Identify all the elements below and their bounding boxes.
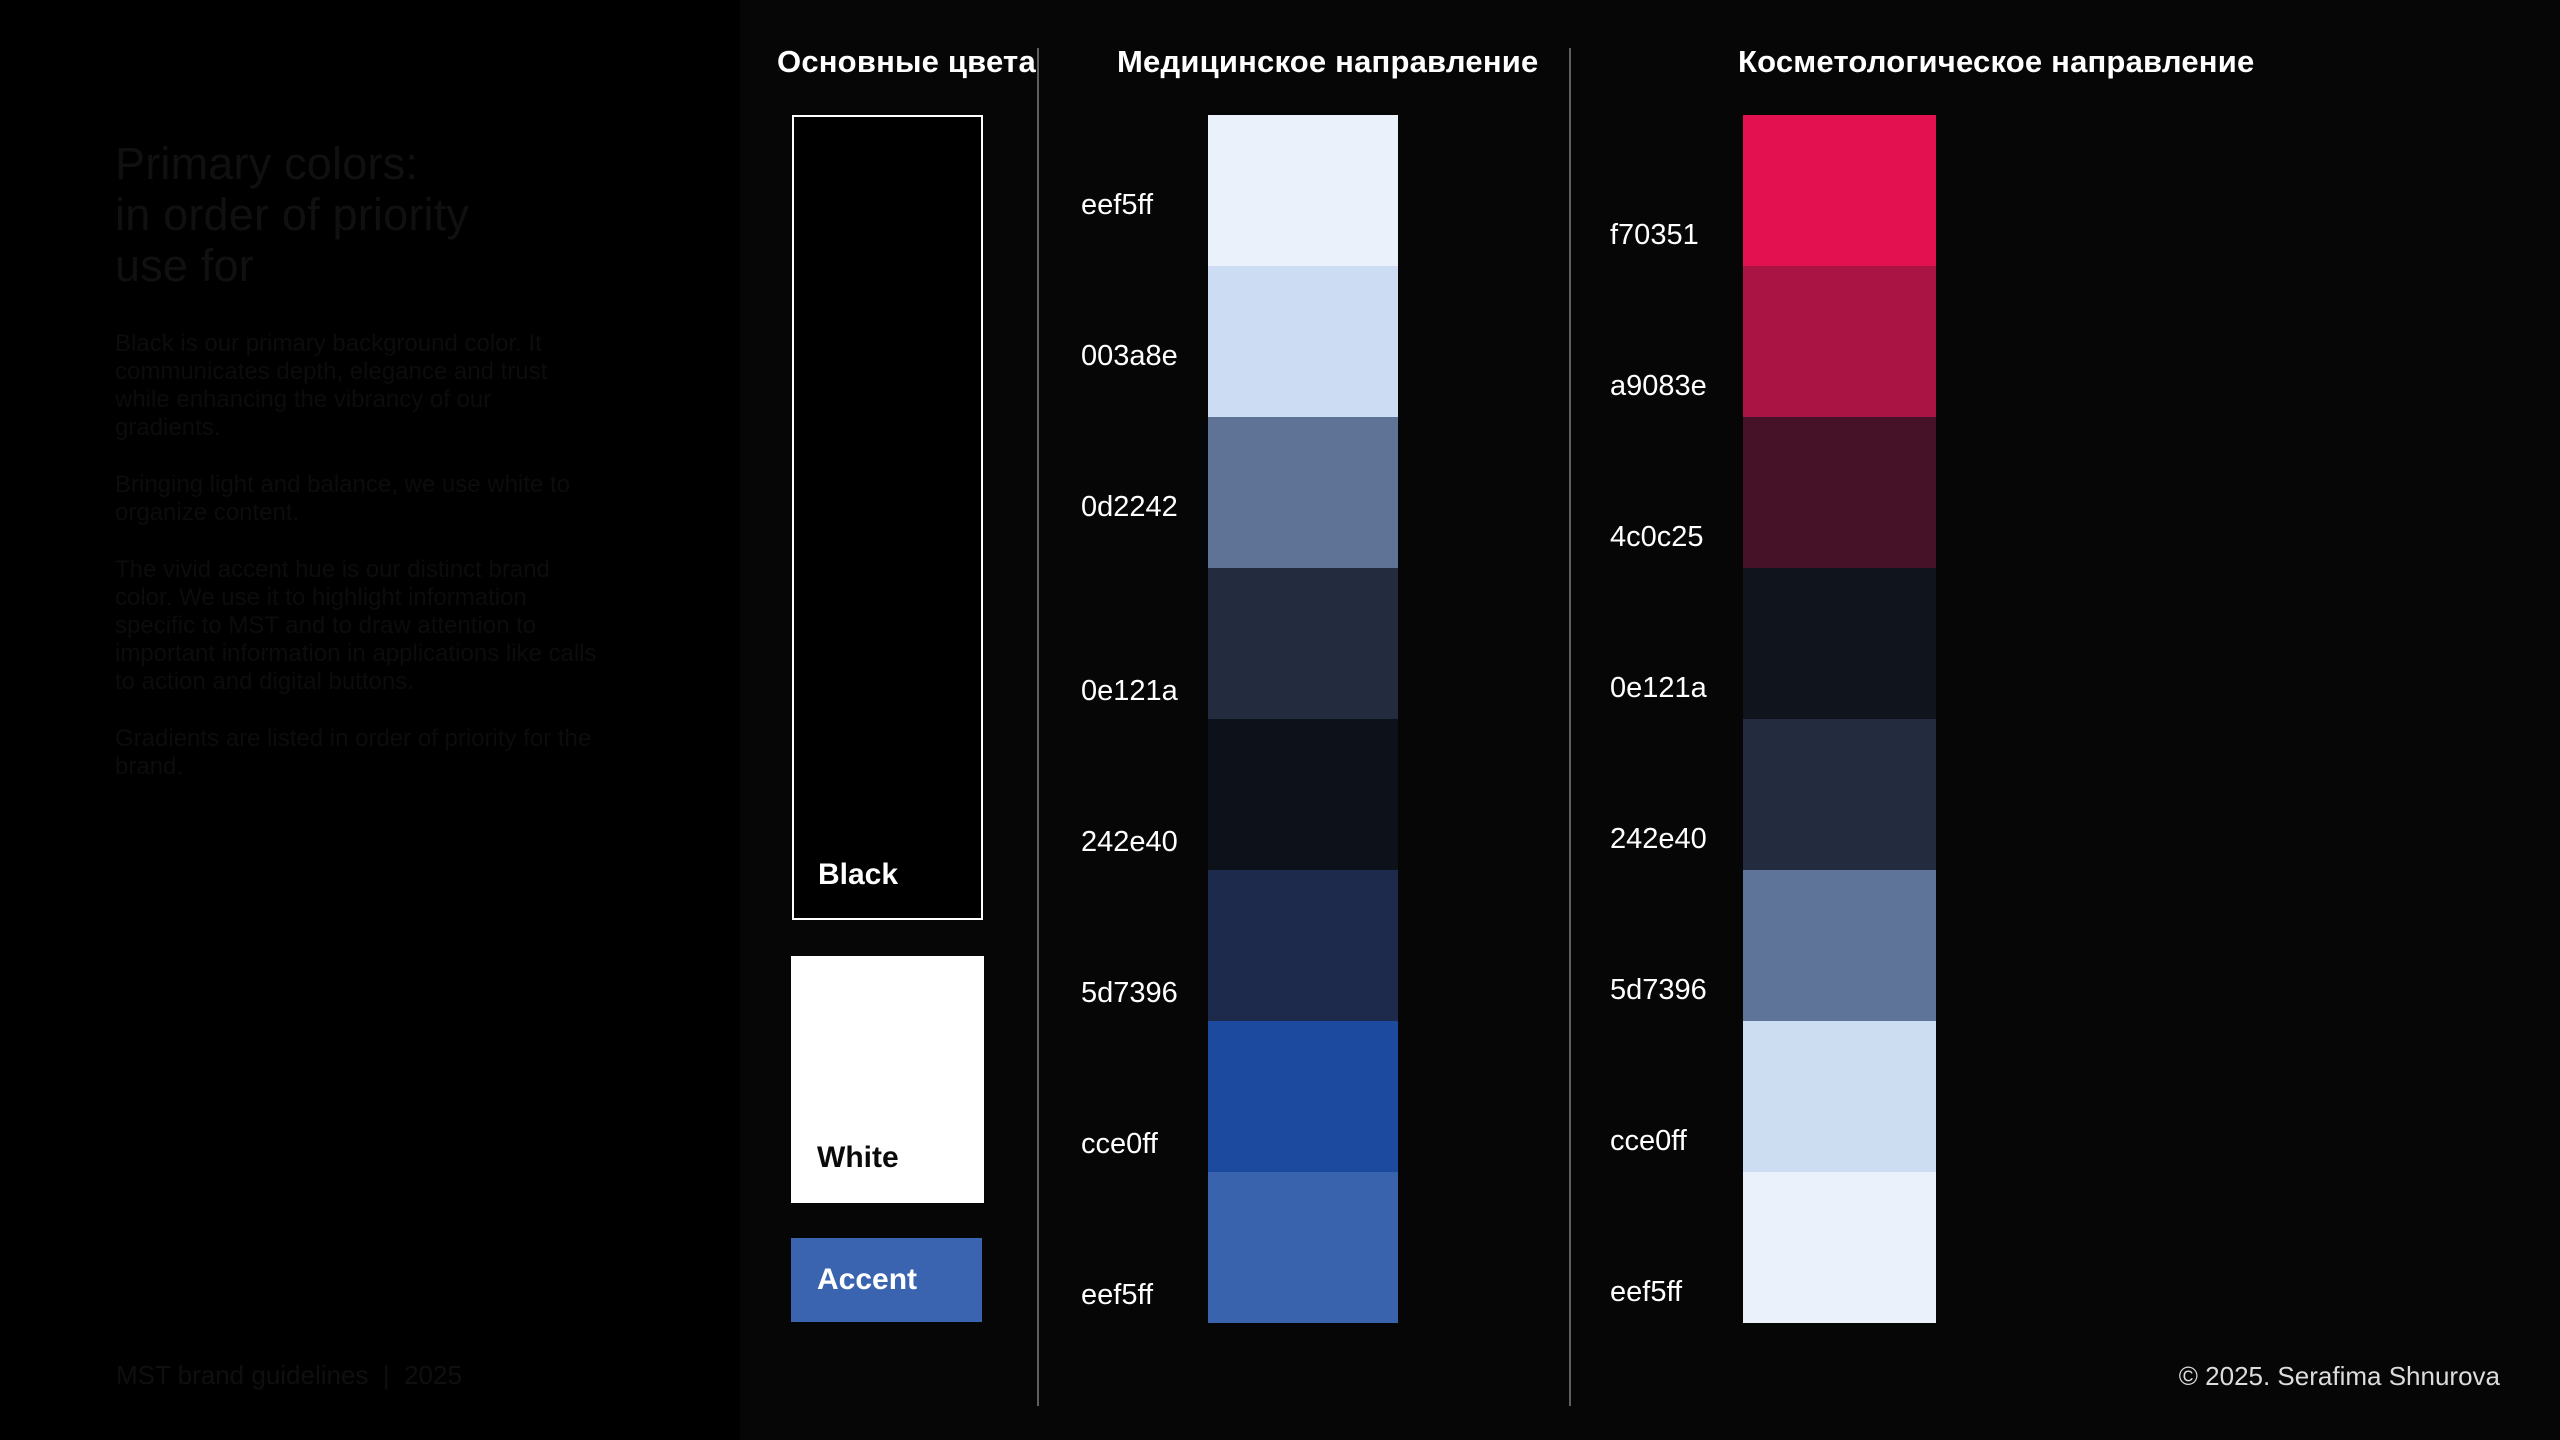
palette-row: eef5ff bbox=[1081, 115, 1398, 266]
color-swatch bbox=[1208, 1021, 1398, 1172]
palette-row: 242e40 bbox=[1610, 719, 1936, 870]
hex-code-label: eef5ff bbox=[1081, 1279, 1154, 1311]
color-swatch bbox=[1208, 417, 1398, 568]
intro-paragraph: The vivid accent hue is our distinct bra… bbox=[115, 556, 597, 695]
white-swatch-label: White bbox=[817, 1141, 899, 1174]
intro-paragraph: Black is our primary background color. I… bbox=[115, 330, 548, 441]
palette-row: f70351 bbox=[1610, 115, 1936, 266]
color-swatch bbox=[1743, 719, 1936, 870]
hex-code-label: 0d2242 bbox=[1081, 491, 1178, 523]
hex-code-label: 0e121a bbox=[1081, 675, 1178, 707]
hex-code-label: eef5ff bbox=[1610, 1276, 1683, 1308]
palette-row: 242e40 bbox=[1081, 719, 1398, 870]
hex-code-label: eef5ff bbox=[1081, 189, 1154, 221]
medical-palette: eef5ff 003a8e 0d2242 0e121a 242e40 bbox=[1081, 115, 1398, 1323]
black-swatch-label: Black bbox=[818, 858, 899, 891]
palette-row: eef5ff bbox=[1081, 1172, 1398, 1323]
color-swatch bbox=[1743, 417, 1936, 568]
palette-row: 0d2242 bbox=[1081, 417, 1398, 568]
color-swatch bbox=[1208, 1172, 1398, 1323]
palette-row: a9083e bbox=[1610, 266, 1936, 417]
content-background bbox=[740, 0, 2560, 1440]
color-swatch bbox=[1743, 266, 1936, 417]
hex-code-label: 5d7396 bbox=[1081, 977, 1178, 1009]
palette-row: 0e121a bbox=[1610, 568, 1936, 719]
hex-code-label: 4c0c25 bbox=[1610, 521, 1704, 553]
color-swatch bbox=[1208, 719, 1398, 870]
color-swatch bbox=[1208, 870, 1398, 1021]
hex-code-label: cce0ff bbox=[1610, 1125, 1687, 1157]
palette-row: 4c0c25 bbox=[1610, 417, 1936, 568]
palette-row: cce0ff bbox=[1610, 1021, 1936, 1172]
accent-swatch: Accent bbox=[791, 1238, 982, 1322]
palette-row: cce0ff bbox=[1081, 1021, 1398, 1172]
hex-code-label: cce0ff bbox=[1081, 1128, 1158, 1160]
color-swatch bbox=[1743, 115, 1936, 266]
column-divider bbox=[1037, 48, 1039, 1406]
column-divider bbox=[1569, 48, 1571, 1406]
color-swatch bbox=[1743, 870, 1936, 1021]
intro-paragraph: Gradients are listed in order of priorit… bbox=[115, 725, 592, 780]
color-swatch bbox=[1208, 568, 1398, 719]
document-footer-label: MST brand guidelines | 2025 bbox=[116, 1360, 462, 1390]
color-swatch bbox=[1743, 1021, 1936, 1172]
color-swatch bbox=[1743, 568, 1936, 719]
intro-paragraph: Bringing light and balance, we use white… bbox=[115, 471, 570, 526]
palette-row: 003a8e bbox=[1081, 266, 1398, 417]
hex-code-label: a9083e bbox=[1610, 370, 1707, 402]
color-swatch bbox=[1208, 115, 1398, 266]
intro-paragraphs: Black is our primary background color. I… bbox=[115, 330, 601, 810]
accent-swatch-label: Accent bbox=[817, 1263, 918, 1296]
palette-row: 5d7396 bbox=[1081, 870, 1398, 1021]
hex-code-label: 003a8e bbox=[1081, 340, 1178, 372]
hex-code-label: 242e40 bbox=[1610, 823, 1707, 855]
cosmetology-palette: f70351 a9083e 4c0c25 0e121a 242e40 bbox=[1610, 115, 1936, 1323]
cosmetology-palette-title: Косметологическое направление bbox=[1738, 44, 2255, 79]
page-title: Primary colors: in order of priority use… bbox=[115, 138, 469, 291]
medical-palette-title: Медицинское направление bbox=[1117, 44, 1539, 79]
hex-code-label: f70351 bbox=[1610, 219, 1699, 251]
copyright-label: © 2025. Serafima Shnurova bbox=[2178, 1361, 2500, 1391]
hex-code-label: 5d7396 bbox=[1610, 974, 1707, 1006]
page-title-line: Primary colors: bbox=[115, 138, 419, 190]
black-swatch: Black bbox=[792, 115, 983, 920]
palette-row: 5d7396 bbox=[1610, 870, 1936, 1021]
color-swatch bbox=[1208, 266, 1398, 417]
primary-colors-title: Основные цвета bbox=[777, 44, 1036, 79]
white-swatch: White bbox=[791, 956, 984, 1203]
palette-row: eef5ff bbox=[1610, 1172, 1936, 1323]
palette-row: 0e121a bbox=[1081, 568, 1398, 719]
page-title-line: use for bbox=[115, 240, 254, 292]
hex-code-label: 242e40 bbox=[1081, 826, 1178, 858]
page-title-line: in order of priority bbox=[115, 189, 470, 241]
hex-code-label: 0e121a bbox=[1610, 672, 1707, 704]
color-swatch bbox=[1743, 1172, 1936, 1323]
